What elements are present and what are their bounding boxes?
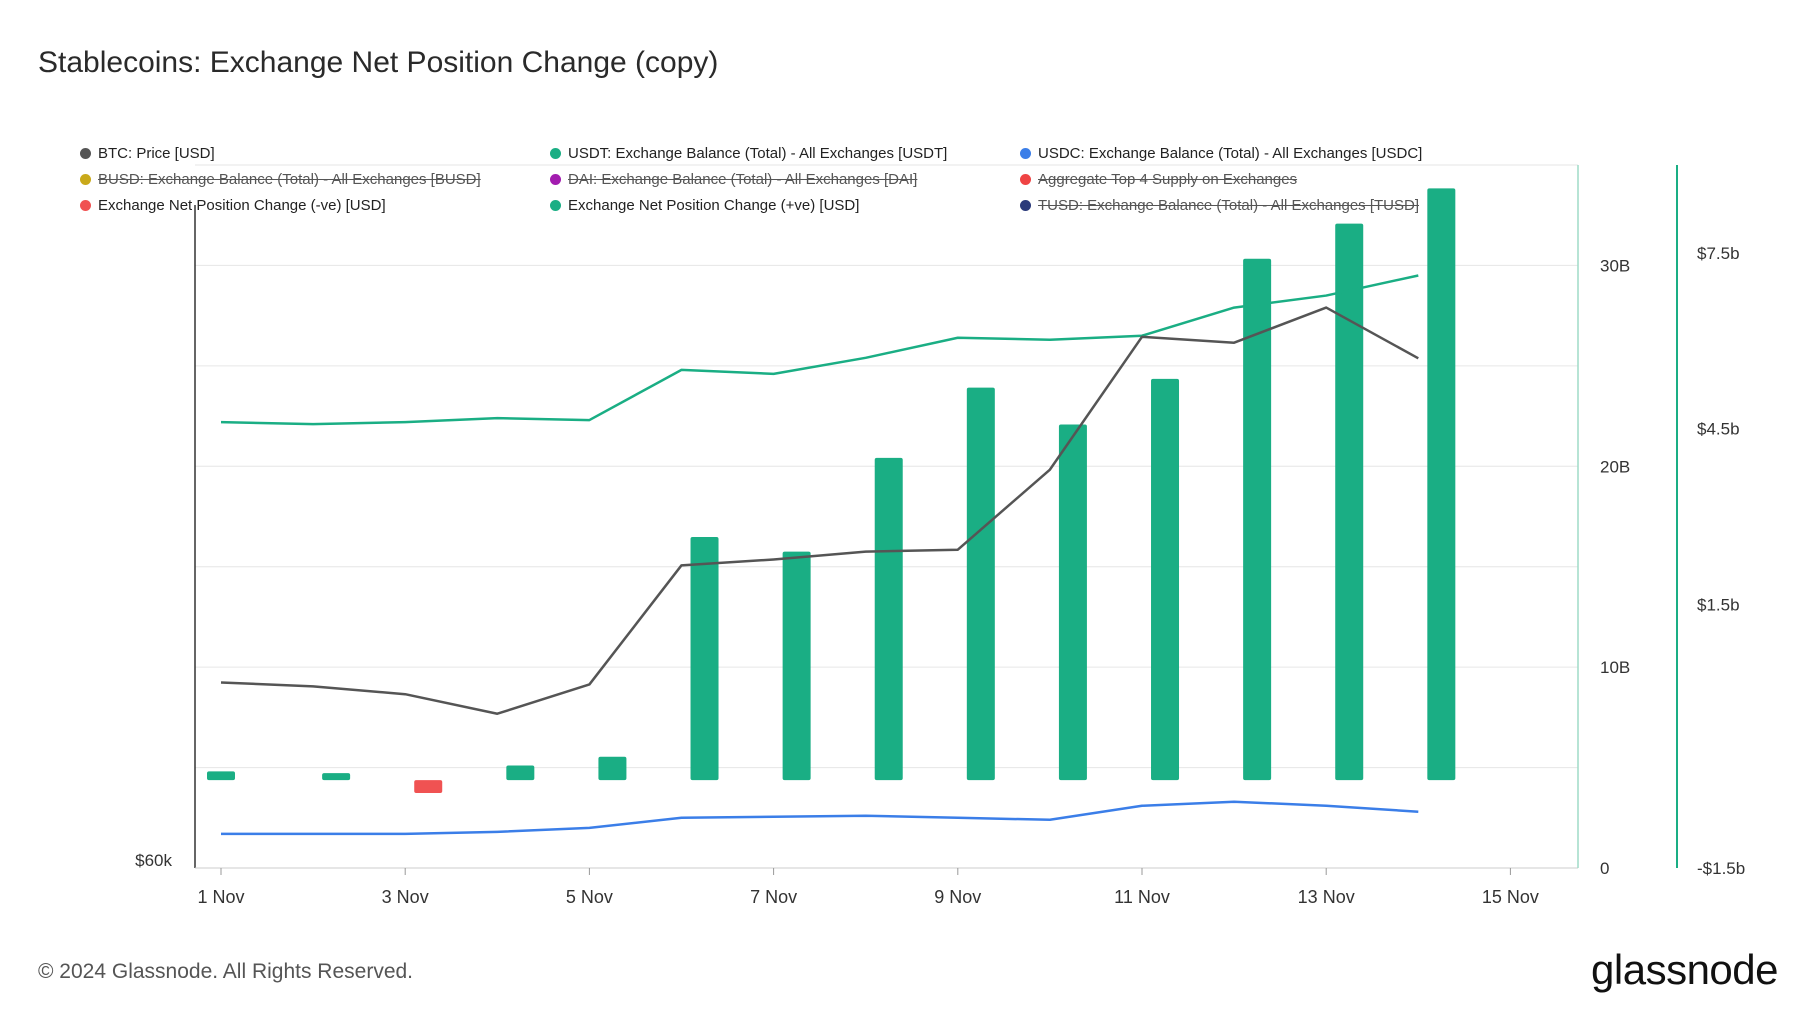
x-tick-label: 15 Nov: [1482, 887, 1539, 907]
legend-label: USDT: Exchange Balance (Total) - All Exc…: [568, 144, 948, 162]
legend-dot-icon: [80, 199, 91, 211]
x-tick-label: 11 Nov: [1114, 887, 1170, 907]
legend-item-busd-balance[interactable]: BUSD: Exchange Balance (Total) - All Exc…: [80, 171, 550, 188]
x-tick-label: 13 Nov: [1298, 887, 1355, 907]
x-tick-label: 7 Nov: [750, 887, 797, 907]
bar-positive: [1335, 223, 1364, 781]
legend-label: TUSD: Exchange Balance (Total) - All Exc…: [1038, 196, 1419, 214]
right-balance-tick-label: 30B: [1600, 256, 1630, 275]
usdc-balance-line: [221, 800, 1419, 836]
bar-negative: [414, 780, 443, 794]
x-tick-label: 1 Nov: [197, 887, 244, 907]
right-balance-tick-label: 10B: [1600, 658, 1630, 677]
chart-legend: BTC: Price [USD] USDT: Exchange Balance …: [80, 140, 1530, 218]
legend-item-usdc-balance[interactable]: USDC: Exchange Balance (Total) - All Exc…: [1020, 145, 1520, 162]
legend-dot-icon: [550, 173, 561, 185]
right-netchange-tick-label: $7.5b: [1697, 244, 1740, 263]
bar-positive: [207, 771, 235, 781]
bar-positive: [782, 551, 811, 781]
bar-positive: [690, 537, 719, 781]
legend-row: Exchange Net Position Change (-ve) [USD]…: [80, 192, 1530, 218]
bar-positive: [1427, 188, 1456, 781]
legend-dot-icon: [80, 147, 91, 159]
legend-item-btc-price[interactable]: BTC: Price [USD]: [80, 145, 550, 162]
legend-dot-icon: [1020, 147, 1031, 159]
legend-label: DAI: Exchange Balance (Total) - All Exch…: [568, 170, 918, 188]
x-tick-label: 5 Nov: [566, 887, 613, 907]
legend-item-aggregate-supply[interactable]: Aggregate Top 4 Supply on Exchanges: [1020, 171, 1520, 188]
legend-dot-icon: [80, 173, 91, 185]
legend-row: BUSD: Exchange Balance (Total) - All Exc…: [80, 166, 1530, 192]
bar-positive: [506, 765, 535, 781]
bar-positive: [874, 457, 903, 781]
legend-item-usdt-balance[interactable]: USDT: Exchange Balance (Total) - All Exc…: [550, 145, 1020, 162]
bar-positive: [1058, 424, 1087, 781]
bar-positive: [966, 387, 995, 781]
legend-label: Exchange Net Position Change (-ve) [USD]: [98, 196, 386, 214]
legend-item-tusd-balance[interactable]: TUSD: Exchange Balance (Total) - All Exc…: [1020, 197, 1520, 214]
right-netchange-tick-label: $4.5b: [1697, 420, 1740, 439]
legend-dot-icon: [550, 147, 561, 159]
right-netchange-tick-label: $1.5b: [1697, 595, 1740, 614]
chart-title: Stablecoins: Exchange Net Position Chang…: [38, 46, 719, 79]
btc-price-line: [220, 306, 1419, 715]
glassnode-logo: glassnode: [1591, 946, 1778, 993]
right-balance-tick-label: 0: [1600, 859, 1609, 878]
legend-item-dai-balance[interactable]: DAI: Exchange Balance (Total) - All Exch…: [550, 171, 1020, 188]
legend-label: Aggregate Top 4 Supply on Exchanges: [1038, 170, 1298, 188]
legend-label: BUSD: Exchange Balance (Total) - All Exc…: [98, 170, 481, 188]
bar-positive: [1243, 258, 1272, 781]
bar-positive: [598, 756, 627, 781]
right-balance-tick-label: 20B: [1600, 457, 1630, 476]
x-tick-label: 9 Nov: [934, 887, 981, 907]
usdt-balance-line: [220, 274, 1419, 426]
legend-dot-icon: [1020, 199, 1031, 211]
left-axis-tick-label: $60k: [135, 851, 172, 870]
legend-row: BTC: Price [USD] USDT: Exchange Balance …: [80, 140, 1530, 166]
legend-item-net-change-positive[interactable]: Exchange Net Position Change (+ve) [USD]: [550, 197, 1020, 214]
legend-label: USDC: Exchange Balance (Total) - All Exc…: [1038, 144, 1423, 162]
legend-dot-icon: [550, 199, 561, 211]
copyright-notice: © 2024 Glassnode. All Rights Reserved.: [38, 960, 414, 983]
legend-label: BTC: Price [USD]: [98, 144, 215, 162]
legend-label: Exchange Net Position Change (+ve) [USD]: [568, 196, 860, 214]
legend-dot-icon: [1020, 173, 1031, 185]
legend-item-net-change-negative[interactable]: Exchange Net Position Change (-ve) [USD]: [80, 197, 550, 214]
right-netchange-tick-label: -$1.5b: [1697, 859, 1745, 878]
bar-positive: [1151, 378, 1180, 781]
x-tick-label: 3 Nov: [382, 887, 429, 907]
bar-positive: [322, 773, 351, 781]
